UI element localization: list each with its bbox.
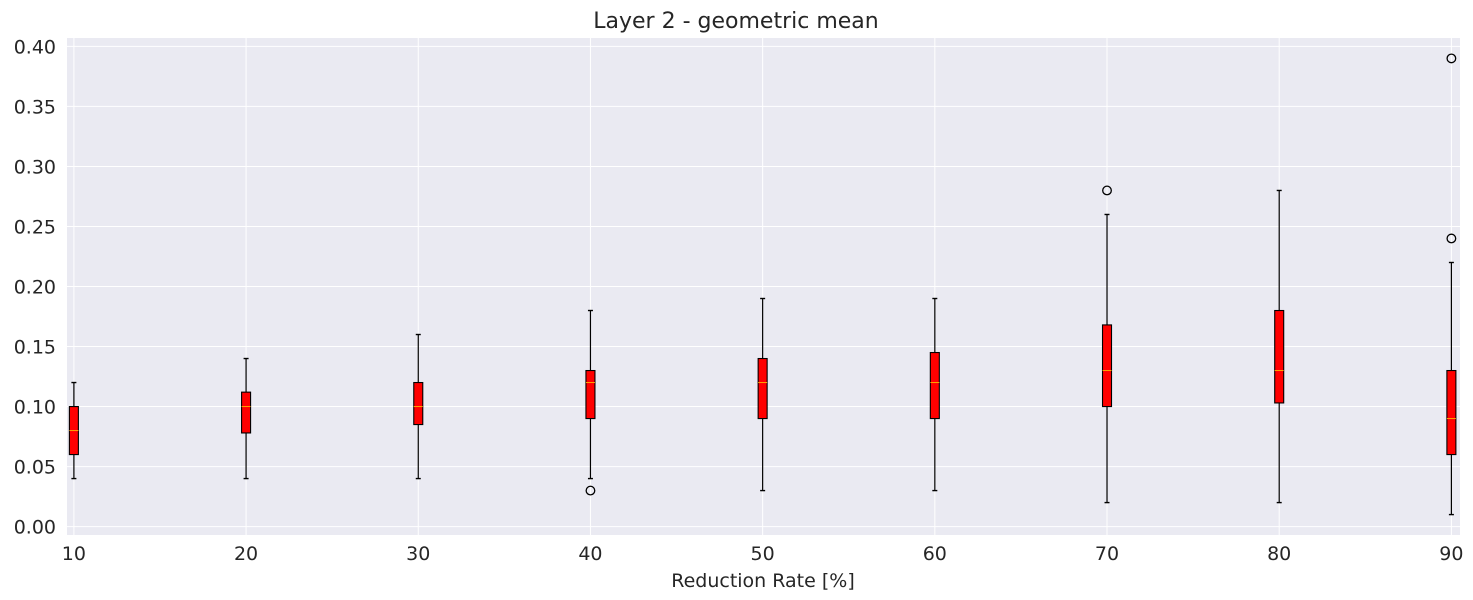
box-20 bbox=[241, 357, 252, 480]
x-tick-label: 50 bbox=[751, 543, 775, 565]
y-tick-label: 0.00 bbox=[14, 517, 56, 539]
box-30 bbox=[413, 333, 424, 480]
box-70 bbox=[1101, 185, 1113, 504]
box-50 bbox=[757, 297, 768, 492]
box-body bbox=[1274, 309, 1285, 404]
y-tick-label: 0.05 bbox=[14, 457, 56, 479]
box-40 bbox=[585, 309, 596, 496]
box-body bbox=[929, 351, 940, 420]
x-axis-label: Reduction Rate [%] bbox=[671, 570, 855, 592]
box-body bbox=[1101, 324, 1113, 408]
box-80 bbox=[1274, 189, 1285, 504]
x-tick-label: 10 bbox=[62, 543, 86, 565]
box-90 bbox=[1446, 53, 1457, 516]
y-tick-label: 0.10 bbox=[14, 397, 56, 419]
outlier-point bbox=[1102, 185, 1112, 196]
y-tick-label: 0.40 bbox=[14, 36, 56, 58]
box-body bbox=[241, 391, 252, 434]
x-tick-label: 60 bbox=[923, 543, 947, 565]
x-tick-label: 90 bbox=[1439, 543, 1463, 565]
chart-title: Layer 2 - geometric mean bbox=[593, 9, 878, 34]
y-tick-label: 0.20 bbox=[14, 277, 56, 299]
box-body bbox=[757, 357, 768, 420]
outlier-point bbox=[585, 485, 596, 496]
tick-labels: 0.00 0.05 0.10 0.15 0.20 0.25 0.30 0.35 0.40 10 20… bbox=[14, 36, 1464, 565]
box-series bbox=[68, 53, 1457, 516]
x-tick-label: 70 bbox=[1095, 543, 1119, 565]
box-body bbox=[585, 369, 596, 420]
y-tick-label: 0.15 bbox=[14, 337, 56, 359]
outlier-point bbox=[1446, 53, 1457, 64]
x-tick-label: 30 bbox=[406, 543, 430, 565]
y-tick-label: 0.25 bbox=[14, 216, 56, 238]
box-body bbox=[413, 381, 424, 426]
box-60 bbox=[929, 297, 940, 492]
x-tick-label: 20 bbox=[234, 543, 258, 565]
y-tick-label: 0.35 bbox=[14, 96, 56, 118]
x-tick-label: 40 bbox=[578, 543, 602, 565]
box-10 bbox=[68, 381, 79, 480]
outlier-point bbox=[1446, 233, 1457, 244]
x-tick-label: 80 bbox=[1267, 543, 1291, 565]
box-body bbox=[1446, 369, 1457, 456]
y-tick-label: 0.30 bbox=[14, 156, 56, 178]
